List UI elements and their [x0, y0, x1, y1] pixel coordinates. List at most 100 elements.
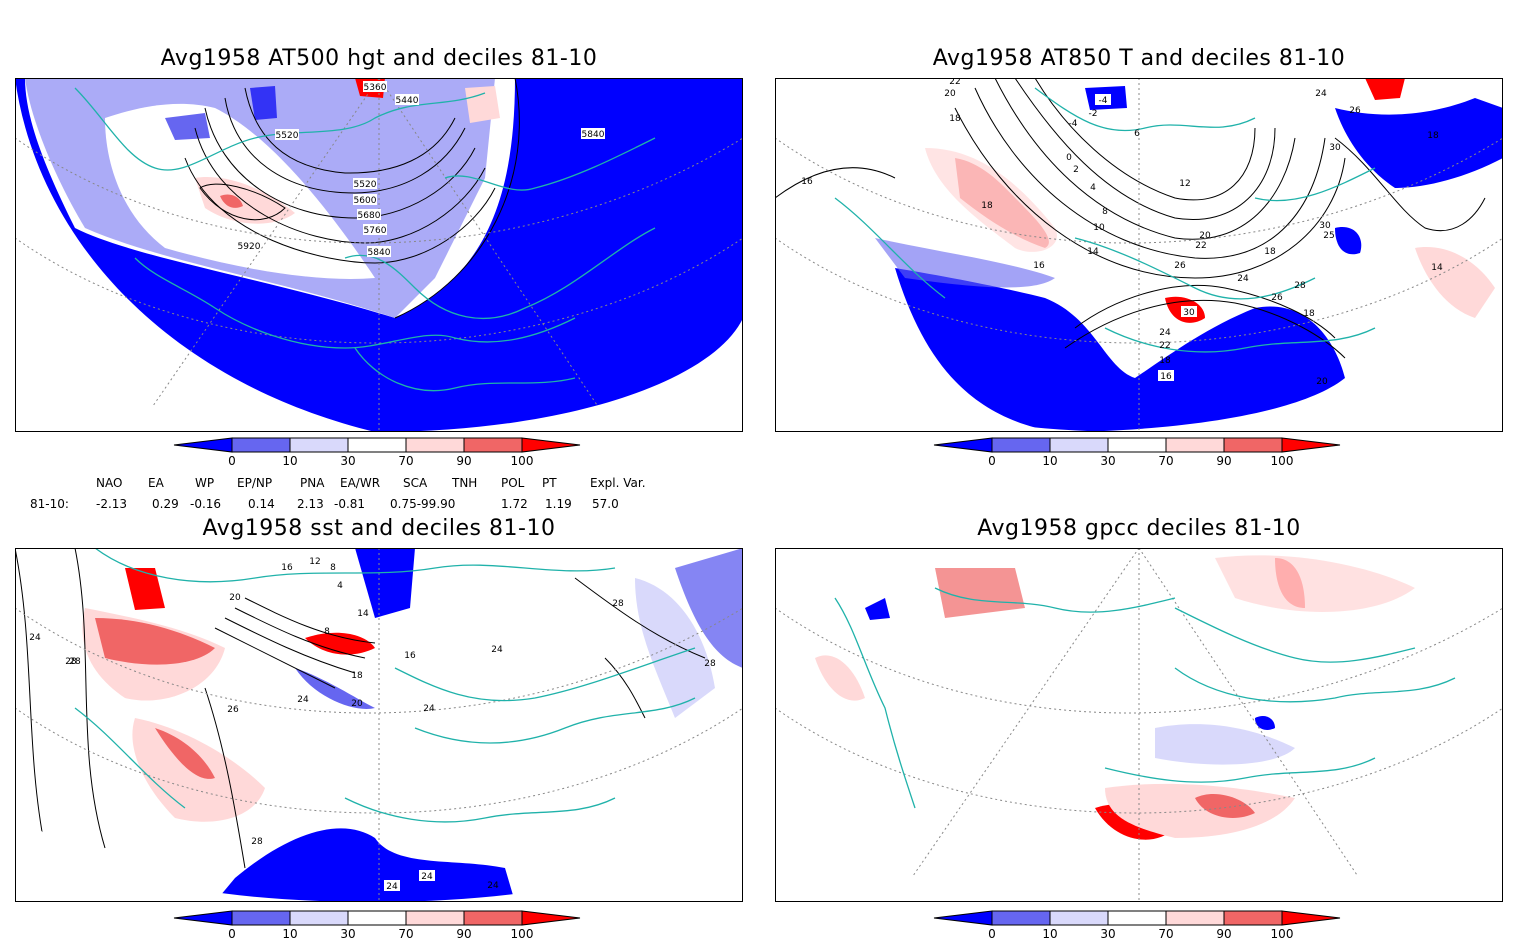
contour-label: 4	[337, 581, 343, 591]
decile-90-100	[220, 194, 243, 208]
decile-blue-west	[865, 598, 890, 620]
colorbar-segment	[991, 437, 1051, 453]
colorbar-segment	[405, 910, 465, 926]
colorbar-segment	[1107, 910, 1167, 926]
contour-label: 14	[1087, 247, 1099, 257]
contour-label: 24	[1159, 328, 1171, 338]
decile-red-north	[1365, 78, 1405, 100]
index-header: POL	[501, 476, 525, 490]
decile-0-10	[895, 268, 1345, 432]
index-value-tnh: -99.90	[416, 497, 456, 511]
contour-label: 8	[1102, 207, 1108, 217]
colorbar-arrow-high	[1281, 437, 1341, 453]
index-value: -0.16	[190, 497, 222, 511]
colorbar-p2: 0 10 30 70 90 100	[933, 437, 1341, 468]
contour-label: 20	[1199, 231, 1211, 241]
index-header: EA	[148, 476, 164, 490]
decile-blue-north	[355, 548, 415, 618]
colorbar-tick-label: 70	[398, 927, 413, 941]
colorbar-tick-label: 0	[228, 927, 236, 941]
panel-title-p3: Avg1958 sst and deciles 81-10	[202, 516, 556, 541]
colorbar-tick-label: 30	[340, 927, 355, 941]
contour-label: 2	[1073, 165, 1079, 175]
contour-label: 30	[1183, 308, 1195, 318]
contour-label: 20	[351, 699, 363, 709]
decile-red-sw	[155, 728, 215, 779]
colorbar-tick-label: 100	[511, 927, 534, 941]
colorbar-segment	[1049, 910, 1109, 926]
contour-label: 22	[949, 78, 960, 87]
colorbar-segment	[347, 910, 407, 926]
contour-label: 26	[1349, 106, 1361, 116]
contour-label: 16	[1033, 261, 1045, 271]
contour-label: 28	[1294, 281, 1306, 291]
decile-blue-east	[675, 548, 743, 668]
decile-pink-right	[1415, 247, 1495, 318]
decile-red-west	[95, 618, 215, 665]
index-header: NAO	[96, 476, 123, 490]
colorbar-segment	[1107, 437, 1167, 453]
contour-label: 10	[1093, 223, 1105, 233]
colorbar-p1: 0 10 30 70 90 100	[173, 437, 581, 468]
map-panel-at500-hgt: 5360 5440 5520 5840 5520 5600 5680 5760 …	[15, 78, 743, 432]
colorbar-arrow-low	[933, 437, 993, 453]
colorbar-tick-label: 30	[340, 454, 355, 468]
index-value: 0.29	[152, 497, 179, 511]
decile-blue-mid	[1255, 716, 1275, 730]
contour-label: 5920	[238, 242, 261, 252]
colorbar-tick-label: 0	[988, 454, 996, 468]
colorbar-segment	[405, 437, 465, 453]
colorbar-tick-label: 70	[1158, 927, 1173, 941]
contour-label: 5680	[358, 211, 381, 221]
contour-label: 16	[281, 563, 293, 573]
colorbar-tick-label: 100	[1271, 927, 1294, 941]
contour-label: 25	[1323, 231, 1334, 241]
contour-label: 26	[227, 705, 239, 715]
colorbar-tick-label: 70	[1158, 454, 1173, 468]
index-header: EA/WR	[340, 476, 381, 490]
contour-label: -4	[1099, 96, 1108, 106]
contour-label: 4	[1090, 183, 1096, 193]
decile-low-north	[250, 86, 277, 120]
colorbar-tick-label: 0	[228, 454, 236, 468]
colorbar-segment	[463, 910, 523, 926]
colorbar-tick-label: 100	[511, 454, 534, 468]
colorbar-tick-label: 10	[1042, 927, 1057, 941]
index-value-sca: 0.75	[390, 497, 417, 511]
contour-label: 0	[1066, 153, 1072, 163]
contour-label: 26	[1174, 261, 1186, 271]
colorbar-segment	[231, 910, 291, 926]
decile-10-30	[875, 238, 1055, 288]
colorbar-segment	[289, 910, 349, 926]
contour-label: 14	[357, 609, 369, 619]
colorbar-segment	[991, 910, 1051, 926]
colorbar-segment	[1165, 910, 1225, 926]
contour-label: 5840	[582, 130, 605, 140]
contour-label: 5840	[368, 248, 391, 258]
contour-label: 18	[351, 671, 363, 681]
index-value: 0.14	[248, 497, 275, 511]
contour-label: 24	[1315, 89, 1327, 99]
panel-title-p4: Avg1958 gpcc deciles 81-10	[977, 516, 1301, 541]
colorbar-segment	[347, 437, 407, 453]
index-value: 2.13	[297, 497, 324, 511]
colorbar-p3: 0 10 30 70 90 100	[173, 910, 581, 941]
contour-label: 8	[330, 563, 336, 573]
index-header: WP	[195, 476, 215, 490]
colorbar-tick-label: 10	[282, 454, 297, 468]
colorbar-arrow-low	[933, 910, 993, 926]
contour-label: 22	[1159, 341, 1170, 351]
index-header: SCA	[403, 476, 428, 490]
decile-pink-africa	[1105, 783, 1295, 838]
panel-title-p1: Avg1958 AT500 hgt and deciles 81-10	[160, 46, 598, 71]
contour-label: 28	[704, 659, 716, 669]
index-value: -0.81	[334, 497, 366, 511]
contour-label: -4	[1069, 119, 1078, 129]
contour-label: -2	[1089, 109, 1098, 119]
colorbar-p4: 0 10 30 70 90 100	[933, 910, 1341, 941]
colorbar-segment	[463, 437, 523, 453]
colorbar-tick-label: 90	[456, 454, 471, 468]
colorbar-tick-label: 90	[456, 927, 471, 941]
contour-label: 28	[612, 599, 624, 609]
decile-low-2	[165, 113, 210, 140]
